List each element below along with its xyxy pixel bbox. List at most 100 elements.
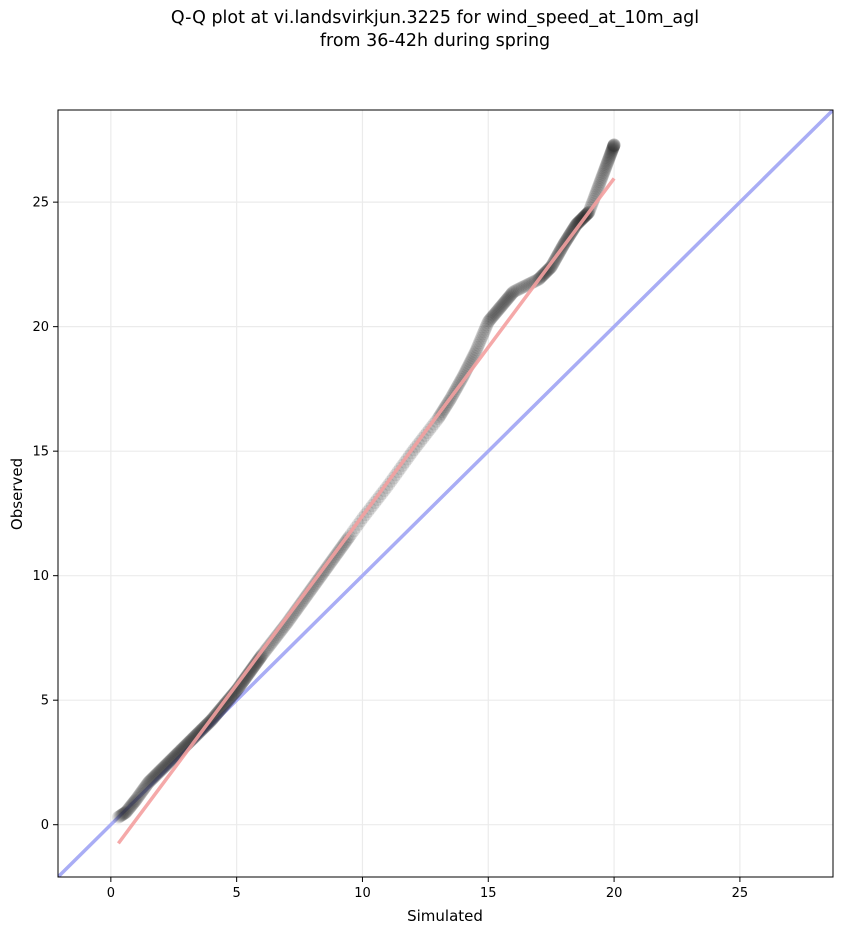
qq-point [314, 568, 328, 582]
qq-point [131, 790, 145, 804]
qq-point [253, 651, 267, 665]
qq-point [598, 161, 612, 175]
qq-point [607, 139, 621, 153]
qq-point [496, 298, 510, 312]
qq-point [223, 691, 237, 705]
y-tick-label: 0 [41, 818, 49, 833]
qq-point [471, 338, 485, 352]
qq-point [258, 644, 272, 658]
qq-point [569, 217, 583, 231]
qq-point [607, 138, 621, 152]
qq-point [256, 647, 270, 661]
qq-point [309, 575, 323, 589]
qq-point [606, 140, 620, 154]
qq-point [486, 310, 500, 324]
qq-point [602, 151, 616, 165]
qq-point [135, 785, 149, 799]
qq-point [316, 567, 330, 581]
qq-point [122, 801, 136, 815]
qq-point [601, 154, 615, 168]
qq-point [594, 173, 608, 187]
qq-point [491, 303, 505, 317]
qq-point [128, 794, 142, 808]
qq-point [155, 762, 169, 776]
qq-point [249, 657, 263, 671]
qq-point [503, 289, 517, 303]
qq-point [136, 783, 150, 797]
qq-point [250, 655, 264, 669]
fit-line [116, 177, 616, 845]
qq-point [466, 349, 480, 363]
qq-point [595, 171, 609, 185]
qq-point [163, 755, 177, 769]
y-tick-label: 10 [32, 569, 49, 584]
qq-point [152, 765, 166, 779]
qq-point [259, 643, 273, 657]
qq-point [255, 649, 269, 663]
qq-point [306, 580, 320, 594]
qq-point [127, 795, 141, 809]
qq-point [161, 756, 175, 770]
qq-point [476, 327, 490, 341]
qq-point [146, 771, 160, 785]
chart-title-line-1: Q-Q plot at vi.landsvirkjun.3225 for win… [170, 8, 700, 28]
plot-area [58, 110, 833, 877]
qq-point [170, 747, 184, 761]
qq-point [607, 138, 621, 152]
qq-point [137, 782, 151, 796]
qq-point [517, 280, 531, 294]
qq-point [148, 769, 162, 783]
qq-point [478, 322, 492, 336]
qq-point [591, 180, 605, 194]
qq-point [497, 296, 511, 310]
qq-point [507, 284, 521, 298]
qq-point [147, 770, 161, 784]
qq-point [506, 285, 520, 299]
qq-point [596, 167, 610, 181]
qq-point [593, 174, 607, 188]
qq-point [597, 164, 611, 178]
grid-lines [58, 110, 833, 877]
qq-point [121, 802, 135, 816]
qq-point [251, 653, 265, 667]
qq-point [169, 748, 183, 762]
y-tick-label: 25 [32, 196, 49, 211]
qq-point [467, 347, 481, 361]
qq-point [605, 143, 619, 157]
x-axis-label: Simulated [407, 907, 483, 925]
qq-point [115, 808, 129, 822]
qq-point [222, 692, 236, 706]
qq-point [485, 311, 499, 325]
qq-point [488, 306, 502, 320]
qq-point [145, 772, 159, 786]
qq-point [111, 810, 125, 824]
qq-point [249, 656, 263, 670]
y-tick-label: 15 [32, 445, 49, 460]
qq-point [187, 730, 201, 744]
qq-point [153, 764, 167, 778]
qq-point [167, 751, 181, 765]
qq-point [607, 138, 621, 152]
qq-point [167, 750, 181, 764]
qq-point [140, 777, 154, 791]
qq-point [158, 759, 172, 773]
qq-point [484, 312, 498, 326]
qq-point [603, 150, 617, 164]
qq-point [162, 755, 176, 769]
qq-point [305, 582, 319, 596]
qq-point [116, 807, 130, 821]
qq-point [487, 307, 501, 321]
qq-point [222, 693, 236, 707]
qq-point [188, 729, 202, 743]
qq-point [495, 299, 509, 313]
qq-point [606, 140, 620, 154]
qq-point [500, 293, 514, 307]
qq-point [598, 163, 612, 177]
qq-point [157, 760, 171, 774]
qq-point [509, 284, 523, 298]
qq-point [120, 803, 134, 817]
qq-point [494, 300, 508, 314]
qq-point [150, 767, 164, 781]
